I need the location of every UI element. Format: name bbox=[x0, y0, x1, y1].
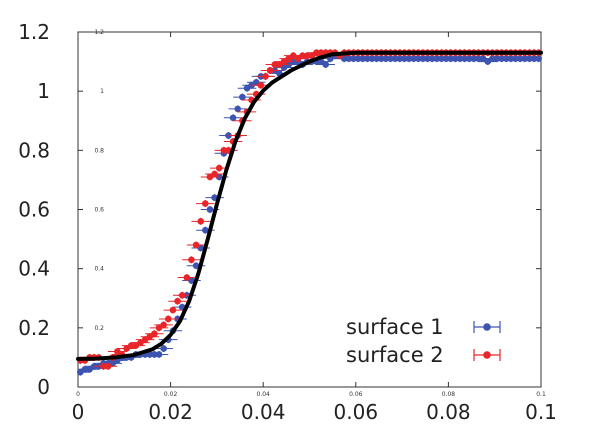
data-point bbox=[192, 262, 200, 270]
fit-curve bbox=[76, 50, 543, 361]
data-point bbox=[183, 274, 191, 281]
x-tick-label-small: 0.1 bbox=[536, 391, 546, 398]
x-tick-label: 0 bbox=[72, 400, 85, 424]
data-point bbox=[202, 200, 209, 207]
y-tick-label: 0.2 bbox=[18, 316, 50, 340]
series-1 bbox=[77, 52, 542, 376]
data-point bbox=[202, 226, 209, 234]
data-point bbox=[206, 206, 214, 213]
data-point bbox=[211, 170, 218, 178]
data-point bbox=[262, 73, 269, 80]
y-tick-label: 1.2 bbox=[18, 20, 50, 44]
data-point bbox=[234, 105, 242, 113]
data-point bbox=[155, 351, 163, 358]
data-point bbox=[160, 321, 167, 329]
x-axis-ticks: 0 0.02 0.04 0.06 0.08 0.1 0 0.02 0.04 0.06 0.08 0.1 bbox=[72, 32, 557, 424]
data-point bbox=[178, 291, 186, 299]
data-point bbox=[160, 345, 167, 352]
fit-curve-layer bbox=[76, 50, 543, 361]
series-layer bbox=[77, 49, 542, 376]
x-tick-label: 0.02 bbox=[148, 400, 193, 424]
y-tick-label: 0.6 bbox=[18, 198, 50, 222]
data-point bbox=[266, 67, 274, 74]
data-point bbox=[192, 241, 200, 249]
x-tick-label: 0.06 bbox=[334, 400, 379, 424]
x-tick-label-small: 0.08 bbox=[442, 391, 456, 398]
y-tick-label: 0.4 bbox=[18, 257, 50, 281]
legend: surface 1 surface 2 bbox=[346, 315, 501, 367]
y-tick-label: 0 bbox=[37, 375, 50, 399]
legend-label: surface 2 bbox=[346, 343, 444, 367]
data-point bbox=[239, 93, 246, 101]
y-tick-label-small: 1 bbox=[100, 88, 104, 95]
x-tick-label-small: 0.04 bbox=[257, 391, 271, 398]
y-tick-label-small: 0.8 bbox=[94, 147, 104, 154]
y-axis-ticks: 0 0.2 0.4 0.6 0.8 1 1.2 0.2 0.4 0.6 0.8 1 1.2 bbox=[18, 20, 541, 399]
x-tick-label: 0.04 bbox=[241, 400, 286, 424]
y-tick-label: 1 bbox=[37, 79, 50, 103]
data-point bbox=[164, 315, 172, 323]
data-point bbox=[197, 218, 204, 225]
data-point bbox=[104, 362, 112, 370]
legend-label: surface 1 bbox=[346, 315, 444, 339]
y-tick-label: 0.8 bbox=[18, 138, 50, 162]
data-point bbox=[229, 114, 237, 122]
data-point bbox=[257, 81, 265, 89]
y-tick-label-small: 1.2 bbox=[94, 29, 104, 36]
x-tick-label: 0.1 bbox=[525, 400, 557, 424]
y-tick-label-small: 0.6 bbox=[94, 207, 104, 214]
x-tick-label-small: 0.02 bbox=[164, 391, 178, 398]
legend-marker bbox=[483, 323, 491, 331]
data-point bbox=[174, 297, 181, 305]
x-tick-label: 0.08 bbox=[426, 400, 471, 424]
data-point bbox=[535, 55, 542, 62]
x-tick-label-small: 0 bbox=[76, 391, 80, 398]
data-point bbox=[151, 330, 158, 338]
x-tick-label-small: 0.06 bbox=[349, 391, 363, 398]
y-tick-label-small: 0.2 bbox=[94, 325, 104, 332]
data-point bbox=[169, 306, 177, 314]
y-tick-label-small: 0.4 bbox=[94, 266, 104, 273]
series-2 bbox=[77, 49, 542, 370]
data-point bbox=[215, 164, 223, 172]
data-point bbox=[188, 256, 195, 264]
legend-marker bbox=[483, 351, 491, 359]
data-point bbox=[322, 61, 330, 68]
